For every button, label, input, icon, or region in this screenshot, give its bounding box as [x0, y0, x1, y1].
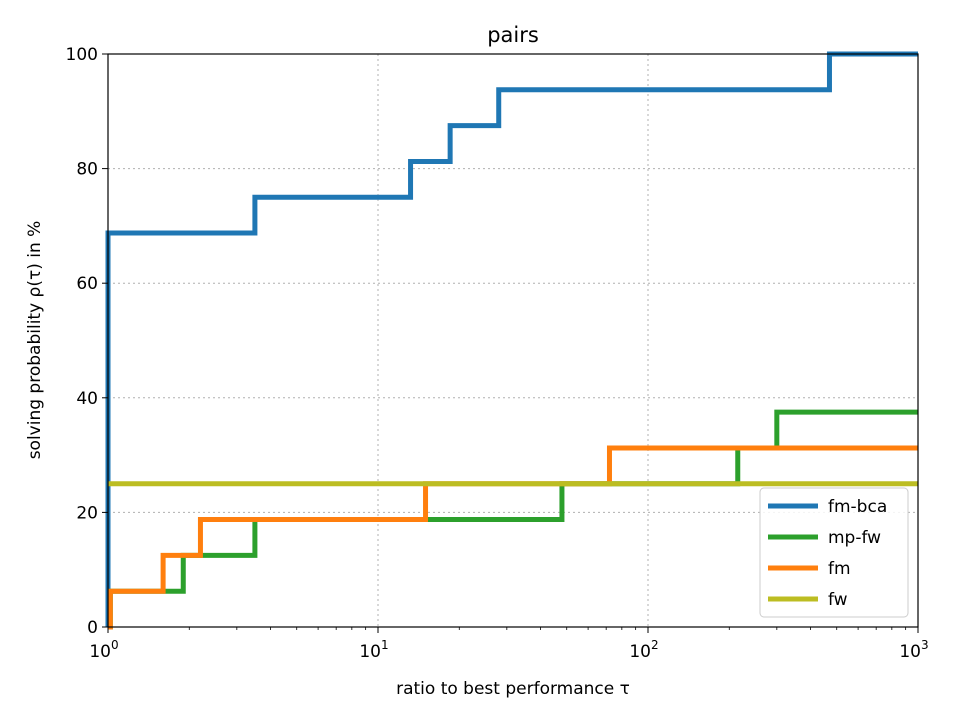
- plot-frame: [107, 53, 919, 628]
- series-layer: [105, 51, 918, 630]
- y-tick-label: 20: [76, 503, 98, 523]
- y-tick-label: 60: [76, 274, 98, 294]
- y-tick-label: 80: [76, 160, 98, 180]
- grid-lines: [108, 54, 918, 627]
- series-line-fm-bca: [105, 51, 918, 627]
- y-tick-label: 100: [66, 45, 98, 65]
- legend-box: [759, 487, 909, 618]
- y-axis-label: solving probability ρ(τ) in %: [25, 221, 45, 460]
- legend-label-fm-bca: fm-bca: [828, 497, 887, 517]
- legend-label-fw: fw: [828, 590, 848, 610]
- y-axis-ticks: 0 20 40 60 80 100: [66, 45, 108, 638]
- legend-label-fm: fm: [828, 559, 851, 579]
- chart-title: pairs: [487, 23, 539, 47]
- y-tick-label: 40: [76, 389, 98, 409]
- x-axis-label: ratio to best performance τ: [396, 679, 630, 699]
- legend-label-mp-fw: mp-fw: [828, 528, 881, 548]
- legend: fm-bca mp-fw fm fw: [759, 487, 909, 618]
- y-tick-label: 0: [87, 618, 98, 638]
- series-line-fm: [107, 445, 918, 630]
